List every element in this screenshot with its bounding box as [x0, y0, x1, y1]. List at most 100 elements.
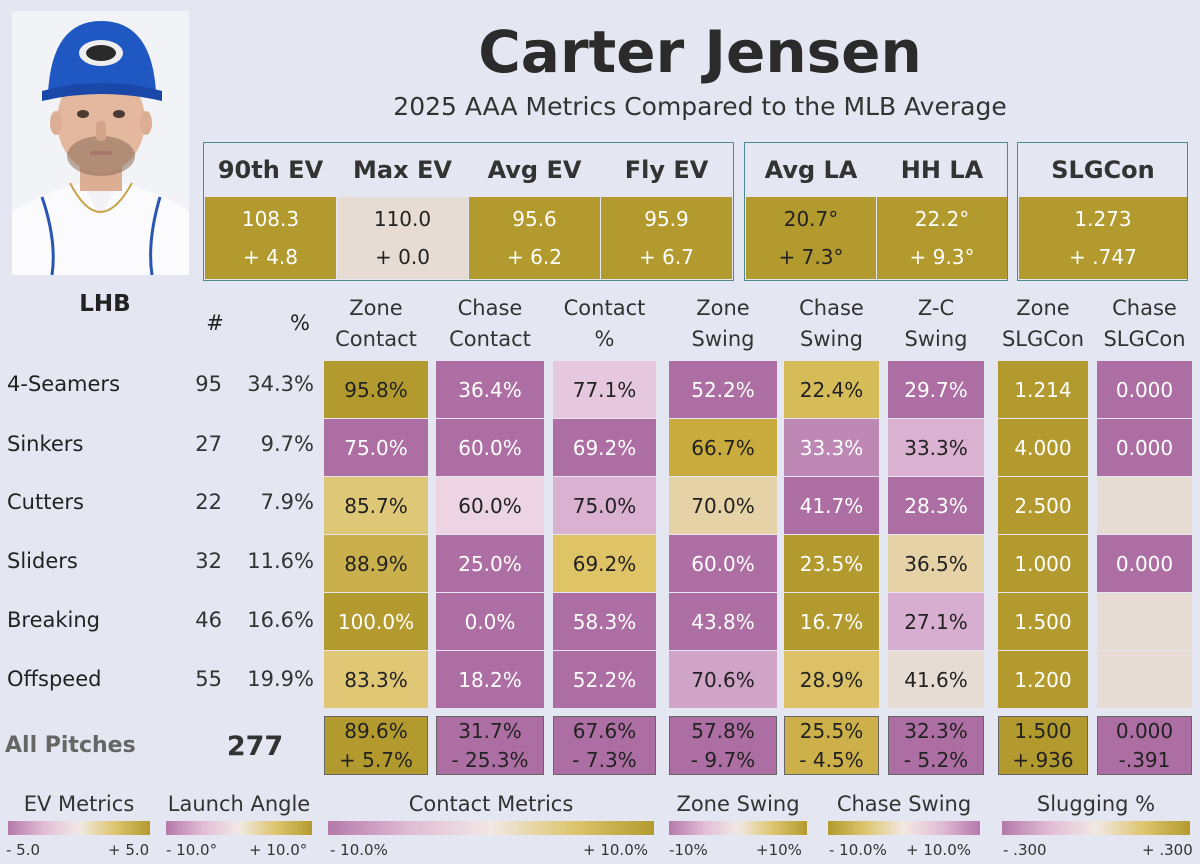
- heat-cell: 52.2%: [669, 361, 777, 418]
- col-header-line: SLGCon: [1001, 327, 1085, 351]
- total-diff: + 5.7%: [339, 747, 413, 772]
- heat-cell: 0.000: [1097, 419, 1192, 476]
- batter-hand: LHB: [79, 291, 131, 317]
- metric-value: 95.6: [512, 207, 557, 231]
- heat-cell: 100.0%: [324, 593, 428, 650]
- launch-angle-box: [744, 142, 1008, 281]
- heat-cell: 69.2%: [553, 535, 656, 592]
- col-header-line: Zone: [696, 296, 750, 320]
- col-header-line: Chase: [1112, 296, 1177, 320]
- pitch-pct: 11.6%: [247, 549, 314, 573]
- metric-diff: + 9.3°: [909, 245, 975, 269]
- total-value: 1.500: [1014, 718, 1072, 743]
- legend-high-ev: + 5.0: [108, 841, 150, 859]
- heat-cell: 69.2%: [553, 419, 656, 476]
- legend-high-chase-swing: + 10.0%: [906, 841, 971, 859]
- col-header-line: Zone: [1016, 296, 1070, 320]
- metric-diff: + 7.3°: [778, 245, 844, 269]
- legend-low-zone-swing: -10%: [669, 841, 708, 859]
- heat-cell: 33.3%: [888, 419, 984, 476]
- total-cell-zone-contact: 89.6% + 5.7%: [324, 716, 428, 775]
- metric-value: 110.0: [373, 207, 432, 231]
- heat-cell: 41.7%: [784, 477, 879, 534]
- legend-low-contact: - 10.0%: [330, 841, 388, 859]
- legend-high-launch-angle: + 10.0°: [249, 841, 308, 859]
- pitch-pct: 7.9%: [260, 490, 314, 514]
- heat-cell: 22.4%: [784, 361, 879, 418]
- pitch-pct: 16.6%: [247, 608, 314, 632]
- pitch-label: 4-Seamers: [7, 372, 121, 396]
- heat-cell: 1.000: [998, 535, 1088, 592]
- heat-cell: 75.0%: [324, 419, 428, 476]
- heat-cell: 43.8%: [669, 593, 777, 650]
- heat-cell: 85.7%: [324, 477, 428, 534]
- heat-cell: 18.2%: [436, 651, 544, 708]
- col-header-contact-pct: Contact%: [553, 293, 656, 355]
- col-header-line: Z-C: [917, 296, 955, 320]
- heat-cell: 36.5%: [888, 535, 984, 592]
- metric-diff: + .747: [1069, 245, 1137, 269]
- metric-label-avg-la: Avg LA: [764, 156, 858, 184]
- total-cell-chase-contact: 31.7% - 25.3%: [436, 716, 544, 775]
- total-value: 89.6%: [344, 718, 408, 743]
- pct-header: %: [290, 311, 310, 335]
- legend-title-slugging: Slugging %: [1036, 792, 1156, 816]
- heat-cell: 27.1%: [888, 593, 984, 650]
- total-diff: - 5.2%: [903, 747, 969, 772]
- pitch-count: 55: [195, 667, 222, 691]
- heat-cell: 77.1%: [553, 361, 656, 418]
- total-value: 25.5%: [799, 718, 864, 743]
- metric-value-max-ev: 110.0 + 0.0: [337, 197, 468, 279]
- metric-diff: + 0.0: [375, 245, 430, 269]
- col-header-zone-slgcon: Zone SLGCon: [998, 293, 1088, 355]
- metric-diff: + 4.8: [243, 245, 298, 269]
- col-header-line: Contact: [449, 327, 531, 351]
- col-header-line: Chase: [457, 296, 523, 320]
- legend-low-launch-angle: - 10.0°: [166, 841, 218, 859]
- col-header-line: Contact: [563, 296, 646, 320]
- heat-cell: 52.2%: [553, 651, 656, 708]
- metric-label-avg-ev: Avg EV: [487, 156, 582, 184]
- pitch-label: Cutters: [7, 490, 84, 514]
- heat-cell: 28.3%: [888, 477, 984, 534]
- total-cell-chase-swing: 25.5% - 4.5%: [784, 716, 879, 775]
- heat-cell: 70.0%: [669, 477, 777, 534]
- heat-cell: 29.7%: [888, 361, 984, 418]
- heat-cell: [1097, 593, 1192, 650]
- col-header-zone-swing: Zone Swing: [669, 293, 777, 355]
- legend-bar-contact: [328, 821, 654, 835]
- heat-cell: 95.8%: [324, 361, 428, 418]
- legend-high-slugging: + .300: [1142, 841, 1193, 859]
- heat-cell: 70.6%: [669, 651, 777, 708]
- heat-cell: [1097, 651, 1192, 708]
- pitch-label: Offspeed: [7, 667, 102, 691]
- col-header-line: Swing: [800, 327, 863, 351]
- heat-cell: 60.0%: [669, 535, 777, 592]
- player-photo: [12, 11, 189, 275]
- legend-low-ev: - 5.0: [6, 841, 41, 859]
- total-value: 0.000: [1115, 718, 1174, 743]
- heat-cell: 36.4%: [436, 361, 544, 418]
- total-cell-chase-slgcon: 0.000 -.391: [1097, 716, 1192, 775]
- heat-cell: 60.0%: [436, 477, 544, 534]
- pitch-count: 22: [195, 490, 222, 514]
- metric-value-avg-la: 20.7° + 7.3°: [746, 197, 876, 279]
- player-name: Carter Jensen: [478, 18, 922, 86]
- total-value: 31.7%: [458, 718, 522, 743]
- heat-cell: 16.7%: [784, 593, 879, 650]
- legend-title-contact: Contact Metrics: [408, 792, 574, 816]
- metric-value-90th-ev: 108.3 + 4.8: [205, 197, 336, 279]
- metric-label-slgcon: SLGCon: [1051, 156, 1155, 184]
- metric-value-avg-ev: 95.6 + 6.2: [469, 197, 600, 279]
- heat-cell: 75.0%: [553, 477, 656, 534]
- heat-cell: 33.3%: [784, 419, 879, 476]
- col-header-line: %: [594, 327, 615, 351]
- slgcon-box: [1017, 142, 1188, 281]
- total-cell-zone-swing: 57.8% - 9.7%: [669, 716, 777, 775]
- legend-low-chase-swing: - 10.0%: [829, 841, 887, 859]
- heat-cell: 58.3%: [553, 593, 656, 650]
- col-header-zone-contact: Zone Contact: [324, 293, 428, 355]
- chart-subtitle: 2025 AAA Metrics Compared to the MLB Ave…: [393, 92, 1007, 121]
- pitch-count: 95: [195, 372, 222, 396]
- metric-value: 1.273: [1074, 207, 1132, 231]
